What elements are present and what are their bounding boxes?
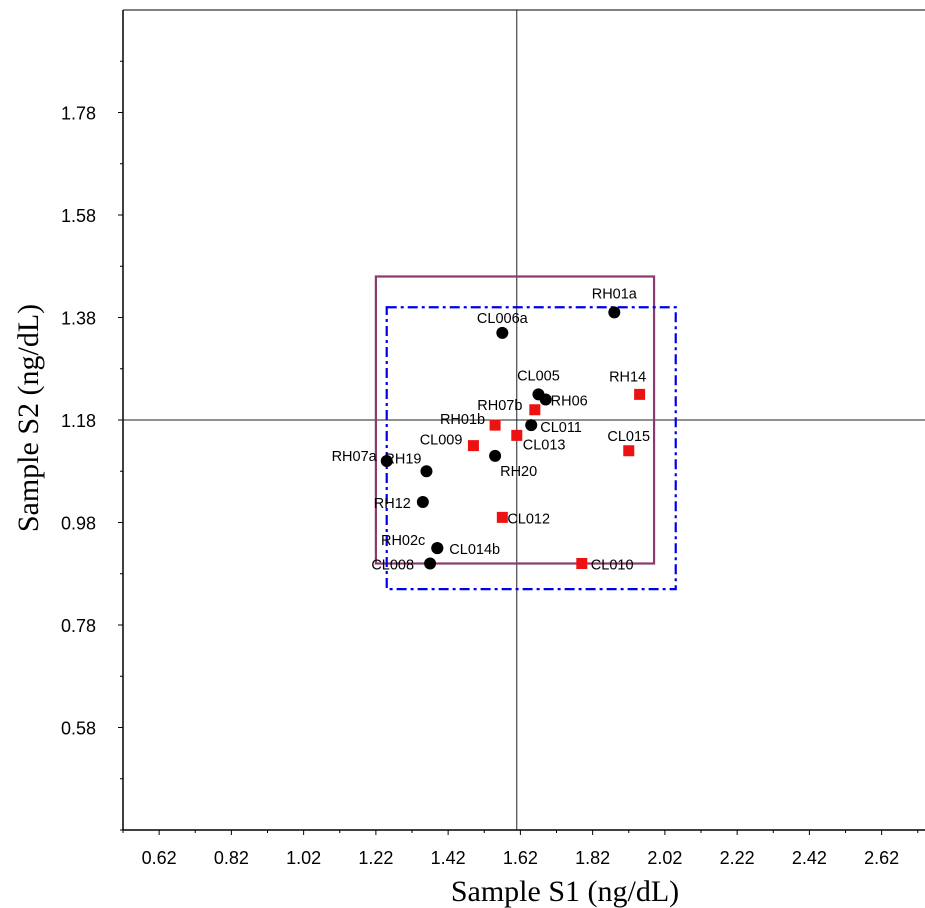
point-label: CL008 xyxy=(371,558,414,574)
point-label: RH01a xyxy=(592,286,638,302)
data-point-circle xyxy=(416,496,429,508)
data-point-circle xyxy=(489,449,502,462)
data-point-circle xyxy=(431,542,444,555)
data-point-circle xyxy=(608,306,621,319)
x-tick-label: 1.02 xyxy=(286,848,321,868)
point-label: CL005 xyxy=(517,368,560,384)
x-tick-label: 1.82 xyxy=(575,848,610,868)
axis-ticks: 0.62 0.82 1.02 1.22 1.42 1.62 1.82 2.02 2.22 2.42… xyxy=(61,60,919,868)
x-tick-label: 0.62 xyxy=(142,848,177,868)
data-point-square xyxy=(511,429,523,441)
data-point-square xyxy=(496,511,508,523)
point-label: CL011 xyxy=(540,420,582,436)
y-tick-label: 1.18 xyxy=(61,411,96,431)
point-label: RH07a xyxy=(332,449,378,465)
point-label: CL015 xyxy=(607,429,650,445)
point-label: RH07b xyxy=(477,398,522,414)
data-point-square xyxy=(489,419,501,431)
point-label: RH02c xyxy=(381,533,425,549)
data-point-square xyxy=(576,558,588,569)
x-tick-label: 1.42 xyxy=(431,848,466,868)
data-point-circle xyxy=(539,393,552,406)
point-label: CL006a xyxy=(477,311,529,327)
point-label: RH06 xyxy=(551,394,588,410)
point-label: CL009 xyxy=(420,433,463,449)
point-label: RH01b xyxy=(440,412,485,428)
data-point-square xyxy=(623,445,635,457)
y-axis-title: Sample S2 (ng/dL) xyxy=(12,304,45,532)
x-tick-label: 2.02 xyxy=(647,848,682,868)
data-point-circle xyxy=(420,465,433,478)
data-point-square xyxy=(529,404,541,416)
x-tick-label: 2.42 xyxy=(792,848,827,868)
y-tick-label: 1.38 xyxy=(61,309,96,329)
data-point-square xyxy=(467,440,479,452)
x-tick-label: 1.62 xyxy=(503,848,538,868)
data-point-circle xyxy=(424,557,437,570)
x-tick-label: 1.22 xyxy=(358,848,393,868)
point-labels: RH01a CL006a CL005 RH06 CL011 RH20 RH07a RH19 RH… xyxy=(332,286,651,573)
y-tick-label: 1.58 xyxy=(61,206,96,226)
point-label: RH12 xyxy=(374,496,411,512)
y-tick-label: 1.78 xyxy=(61,104,96,124)
x-tick-label: 2.62 xyxy=(864,848,899,868)
data-point-circle xyxy=(380,455,393,467)
point-label: CL010 xyxy=(591,558,634,574)
point-label: RH19 xyxy=(384,451,421,467)
dash-dot-region-box xyxy=(385,306,677,591)
solid-region-box xyxy=(374,275,656,565)
x-tick-label: 0.82 xyxy=(214,848,249,868)
data-points xyxy=(380,306,646,570)
x-axis-title: Sample S1 (ng/dL) xyxy=(451,875,679,908)
y-tick-label: 0.78 xyxy=(61,616,96,636)
data-point-circle xyxy=(496,326,509,339)
data-point-square xyxy=(634,388,646,400)
y-tick-label: 0.58 xyxy=(61,719,96,739)
x-tick-label: 2.22 xyxy=(720,848,755,868)
acceptance-regions xyxy=(374,275,677,591)
data-point-circle xyxy=(525,419,538,432)
point-label: RH14 xyxy=(609,369,646,385)
point-label: CL014b xyxy=(449,542,500,558)
reference-lines xyxy=(123,10,925,830)
point-label: RH20 xyxy=(500,464,537,480)
point-label: CL012 xyxy=(507,511,550,527)
point-label: CL013 xyxy=(523,437,566,453)
y-tick-label: 0.98 xyxy=(61,514,96,534)
